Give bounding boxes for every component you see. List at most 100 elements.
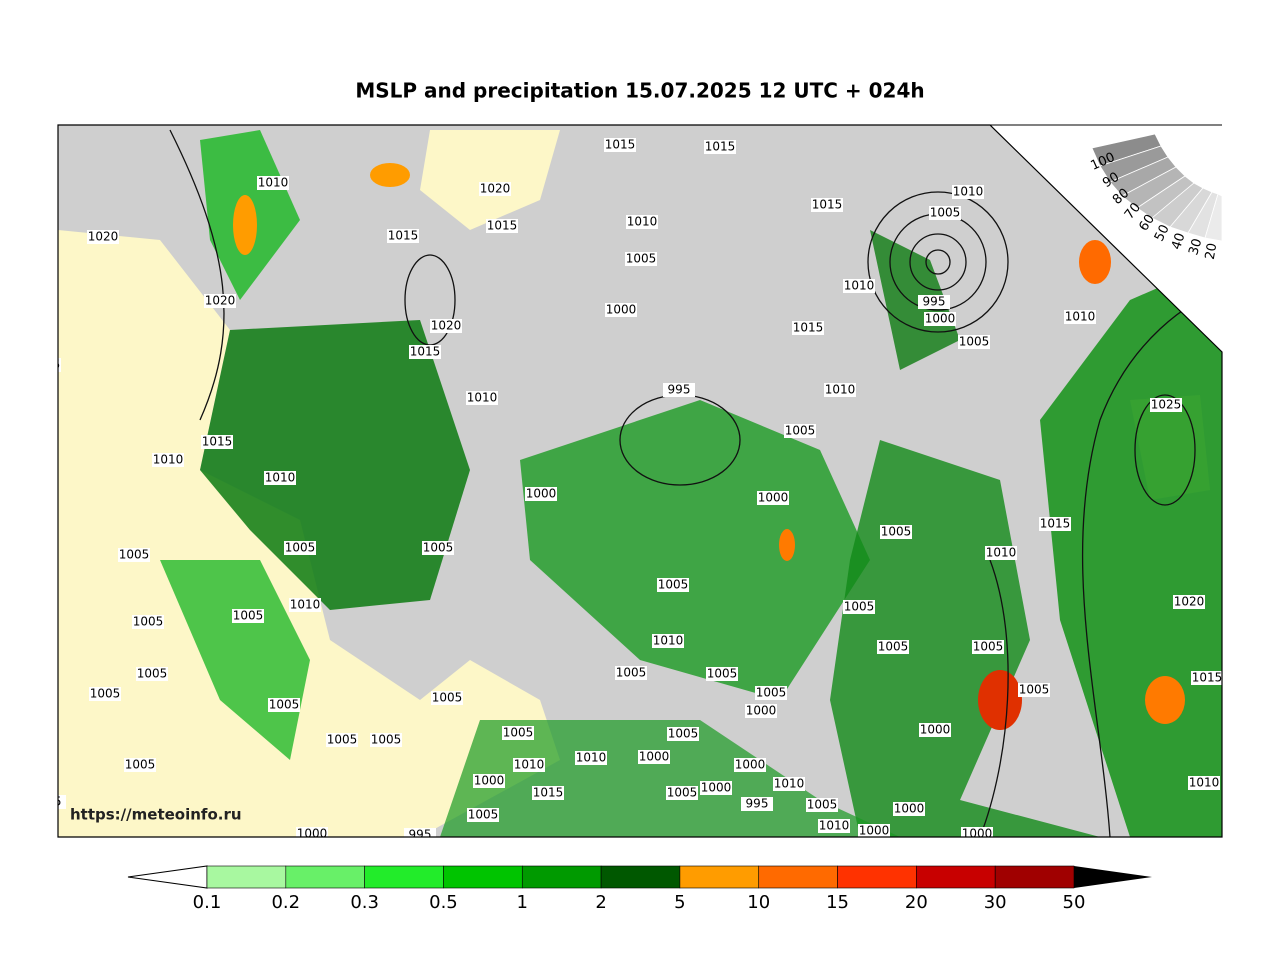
isobar-label: 1010 (774, 777, 805, 791)
isobar-label: 1000 (474, 774, 505, 788)
colorbar-segment (916, 865, 996, 889)
isobar-label-bg (843, 600, 875, 614)
colorbar-segment (758, 865, 838, 889)
isobar-label-bg (58, 795, 66, 809)
isobar-label-bg (755, 686, 787, 700)
colorbar-tick-label: 30 (984, 892, 1007, 913)
isobar-label: 1000 (606, 303, 637, 317)
isobar-label: 1005 (1019, 683, 1050, 697)
precipitation-colorbar: 0.1 0.2 0.3 0.5 1 2 5 10 15 20 30 50 (127, 865, 1152, 913)
watermark: https://meteoinfo.ru (70, 806, 242, 824)
isobar-label-bg (757, 491, 789, 505)
isobar-label-bg (893, 802, 925, 816)
isobar-label-bg (58, 358, 61, 372)
isobar-label: 1010 (1189, 776, 1220, 790)
isobar-label-bg (467, 808, 499, 822)
isobar-label-bg (972, 640, 1004, 654)
isobar-label: 1020 (205, 294, 236, 308)
isobar-label-bg (704, 140, 736, 154)
isobar-label: 1005 (616, 666, 647, 680)
isobar-label: 1015 (388, 229, 419, 243)
isobar-label-bg (961, 827, 993, 837)
isobar-label: 1005 (930, 206, 961, 220)
isobar-label-bg (87, 230, 119, 244)
isobar-label: 1010 (514, 758, 545, 772)
isobar-label: 1015 (793, 321, 824, 335)
isobar-label: 1015 (487, 219, 518, 233)
isobar-label: 1010 (825, 383, 856, 397)
isobar-label: 1005 (959, 335, 990, 349)
isobar-label: 1000 (701, 781, 732, 795)
isobar-label: 1010 (986, 546, 1017, 560)
isobar-label-bg (818, 819, 850, 833)
isobar-label: 1005 (844, 600, 875, 614)
isobar-label-bg (741, 797, 773, 811)
isobar-label: 1010 (265, 471, 296, 485)
isobar-label: 1000 (735, 758, 766, 772)
isobar-label: 1005 (707, 667, 738, 681)
isobar-label: 1005 (119, 548, 150, 562)
isobar-label-bg (918, 295, 950, 309)
isobar-label: 1010 (1065, 310, 1096, 324)
isobar-label-bg (1150, 398, 1182, 412)
isobar-label: 1005 (973, 640, 1004, 654)
cloud-scale-segment (1204, 193, 1223, 242)
isobar-label-bg (985, 546, 1017, 560)
isobar-label-bg (326, 733, 358, 747)
isobar-label-bg (404, 828, 436, 837)
isobar-label: 1010 (153, 453, 184, 467)
isobar-label: 995 (746, 797, 769, 811)
isobar-label-bg (700, 781, 732, 795)
cloud-scale-label: 50 (1152, 222, 1173, 244)
isobar-label-bg (532, 786, 564, 800)
colorbar-arrow (1074, 866, 1152, 888)
cloud-scale-label: 30 (1186, 237, 1205, 257)
isobar-label: 1000 (746, 704, 777, 718)
isobar-label: 995 (668, 383, 691, 397)
isobar-label: 1020 (480, 182, 511, 196)
isobar-label: 1000 (925, 312, 956, 326)
isobar-label-bg (431, 691, 463, 705)
isobar-label: 1005 (137, 667, 168, 681)
isobar-label-bg (118, 548, 150, 562)
colorbar-tick-label: 20 (905, 892, 928, 913)
isobar-label-bg (502, 726, 534, 740)
colorbar-segment (679, 865, 760, 889)
isobar-label-bg (430, 319, 462, 333)
isobar-label: 1010 (844, 279, 875, 293)
isobar-label-bg (409, 345, 441, 359)
isobar-label: 1010 (576, 751, 607, 765)
isobar-label-bg (792, 321, 824, 335)
map-area (58, 125, 1222, 837)
isobar-label-bg (625, 252, 657, 266)
isobar-label-bg (422, 541, 454, 555)
isobar-label: 1000 (920, 723, 951, 737)
isobar-label-bg (657, 578, 689, 592)
colorbar-tick-label: 10 (747, 892, 770, 913)
isobar-label: 1000 (894, 802, 925, 816)
isobar-label: 1005 (30, 358, 61, 372)
isobar-label: 1005 (878, 640, 909, 654)
isobar-label-bg (638, 750, 670, 764)
isobar-label-bg (575, 751, 607, 765)
colorbar-segment (994, 865, 1075, 889)
isobar-label-bg (663, 383, 695, 397)
isobar-label: 1005 (432, 691, 463, 705)
isobar-label: 1015 (410, 345, 441, 359)
isobar-label: 1005 (785, 424, 816, 438)
isobar-label-bg (806, 798, 838, 812)
colorbar-tick-label: 0.2 (271, 892, 300, 913)
isobar-label: 995 (923, 295, 946, 309)
colorbar-segment (285, 865, 365, 889)
isobar-label-bg (667, 727, 699, 741)
isobar-label: 1025 (1151, 398, 1182, 412)
colorbar-segment (364, 865, 444, 889)
isobar-label: 1005 (423, 541, 454, 555)
isobar-label: 1000 (962, 827, 993, 841)
isobar-label-bg (773, 777, 805, 791)
isobar-label-bg (201, 435, 233, 449)
isobar-label-bg (284, 541, 316, 555)
isobar-label-bg (1018, 683, 1050, 697)
isobar-label-bg (466, 391, 498, 405)
